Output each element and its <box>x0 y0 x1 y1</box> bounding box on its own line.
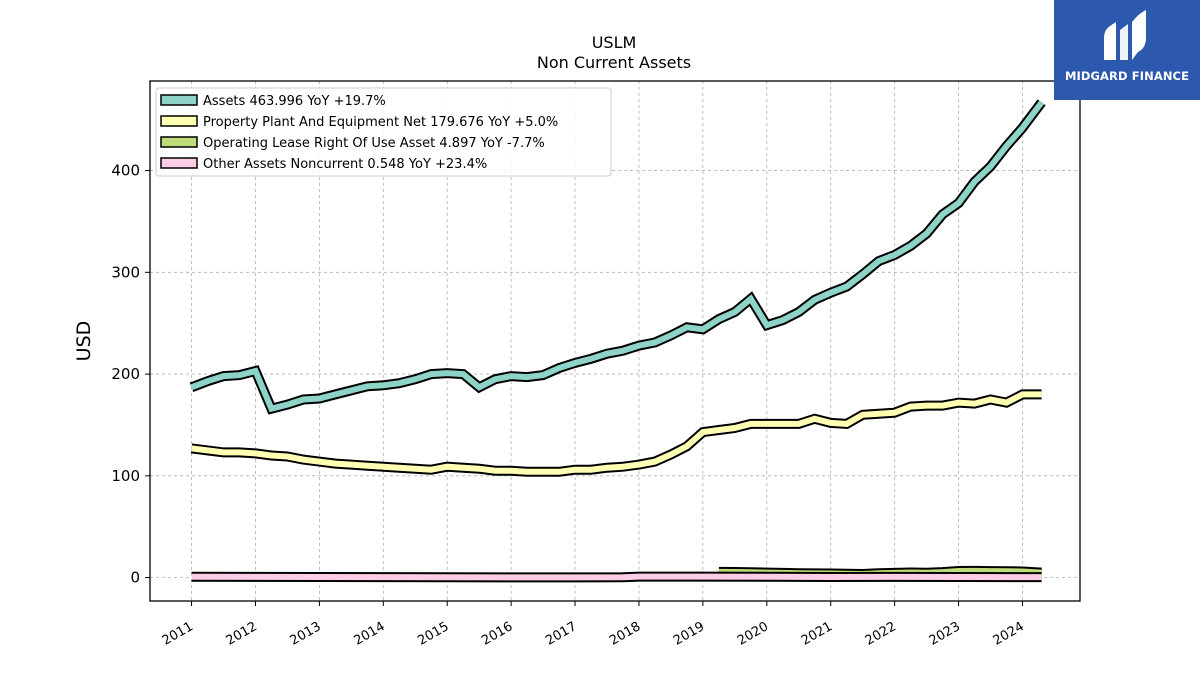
brand-name: MIDGARD FINANCE <box>1064 69 1190 83</box>
y-tick-label: 100 <box>111 467 140 485</box>
x-tick-label: 2022 <box>863 619 899 649</box>
chart-subtitle: Non Current Assets <box>537 53 691 72</box>
series-other-assets-noncurrent <box>191 571 1042 583</box>
legend-box <box>155 87 612 177</box>
x-tick-label: 2012 <box>224 619 260 649</box>
legend-swatch <box>160 115 198 127</box>
legend-swatch <box>160 157 198 169</box>
series-line <box>190 100 1044 413</box>
x-tick-label: 2023 <box>927 619 963 649</box>
y-tick-label: 300 <box>111 263 140 281</box>
legend-label: Assets 463.996 YoY +19.7% <box>203 94 386 109</box>
legend-label: Property Plant And Equipment Net 179.676… <box>203 115 558 130</box>
x-tick-label: 2017 <box>543 619 579 649</box>
chart-title: USLM <box>592 33 637 52</box>
series-property-plant-and-equipment-net <box>190 389 1042 477</box>
legend-label: Operating Lease Right Of Use Asset 4.897… <box>203 136 545 151</box>
y-tick-label: 0 <box>130 569 140 587</box>
x-tick-label: 2011 <box>160 619 196 649</box>
x-tick-label: 2019 <box>671 619 707 649</box>
x-tick-label: 2016 <box>479 619 515 649</box>
series-line <box>191 573 1042 581</box>
y-axis-label: USD <box>73 321 95 362</box>
y-tick-label: 400 <box>111 162 140 180</box>
legend-swatch <box>160 94 198 106</box>
x-tick-label: 2013 <box>288 619 324 649</box>
x-tick-label: 2015 <box>415 619 451 649</box>
x-tick-label: 2024 <box>991 619 1027 649</box>
series-assets <box>189 99 1046 415</box>
x-tick-label: 2018 <box>607 619 643 649</box>
plot-frame <box>149 80 1081 602</box>
brand-logo: MIDGARD FINANCE <box>1054 0 1200 100</box>
legend: Assets 463.996 YoY +19.7% Property Plant … <box>155 87 612 177</box>
x-tick-label: 2021 <box>799 619 835 649</box>
brand-logo-icon <box>1104 10 1146 60</box>
series-layer <box>189 99 1046 583</box>
x-tick-label: 2020 <box>735 619 771 649</box>
legend-swatch <box>160 136 198 148</box>
legend-label: Other Assets Noncurrent 0.548 YoY +23.4% <box>203 157 487 172</box>
x-tick-label: 2014 <box>351 619 387 649</box>
y-tick-label: 200 <box>111 365 140 383</box>
series-line <box>191 391 1042 475</box>
grid <box>150 81 1080 601</box>
